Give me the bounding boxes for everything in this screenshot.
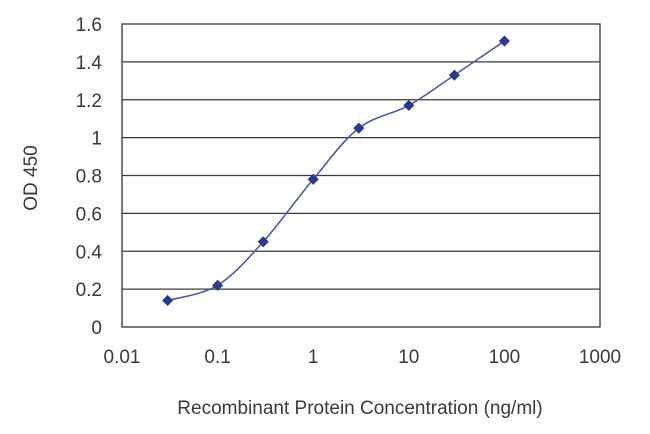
y-tick-label: 0.2 [76,280,102,301]
x-tick-label: 0.01 [104,347,141,368]
y-tick-label: 0.4 [76,242,103,263]
y-tick-label: 1 [91,129,102,150]
gridlines [122,61,600,290]
data-point-marker [353,122,365,134]
y-tick-label: 1.2 [76,91,102,112]
data-point-marker [498,35,510,47]
x-tick-label: 1000 [579,347,621,368]
x-tick-label: 1 [308,347,319,368]
y-tick-label: 0 [91,318,102,339]
x-tick-labels: 0.01 0.1 1 10 100 1000 [104,347,622,368]
data-point-marker [403,99,415,111]
y-tick-label: 0.6 [76,204,102,225]
x-tick-label: 0.1 [204,347,230,368]
data-point-marker [212,279,224,291]
data-point-marker [257,236,269,248]
y-tick-label: 1.6 [76,15,102,36]
data-series [162,35,510,307]
plot-area-frame [121,23,601,328]
y-tick-label: 0.8 [76,167,102,188]
data-point-marker [307,173,319,185]
x-tick-label: 100 [489,347,521,368]
series-line [167,40,505,302]
data-point-marker [162,294,174,307]
data-point-marker [448,69,460,81]
y-axis-title: OD 450 [21,145,42,210]
x-tick-label: 10 [398,347,419,368]
x-axis-title: Recombinant Protein Concentration (ng/ml… [177,398,542,419]
y-tick-labels: 0 0.2 0.4 0.6 0.8 1 1.2 1.4 1.6 [76,15,103,339]
y-tick-label: 1.4 [76,53,103,74]
